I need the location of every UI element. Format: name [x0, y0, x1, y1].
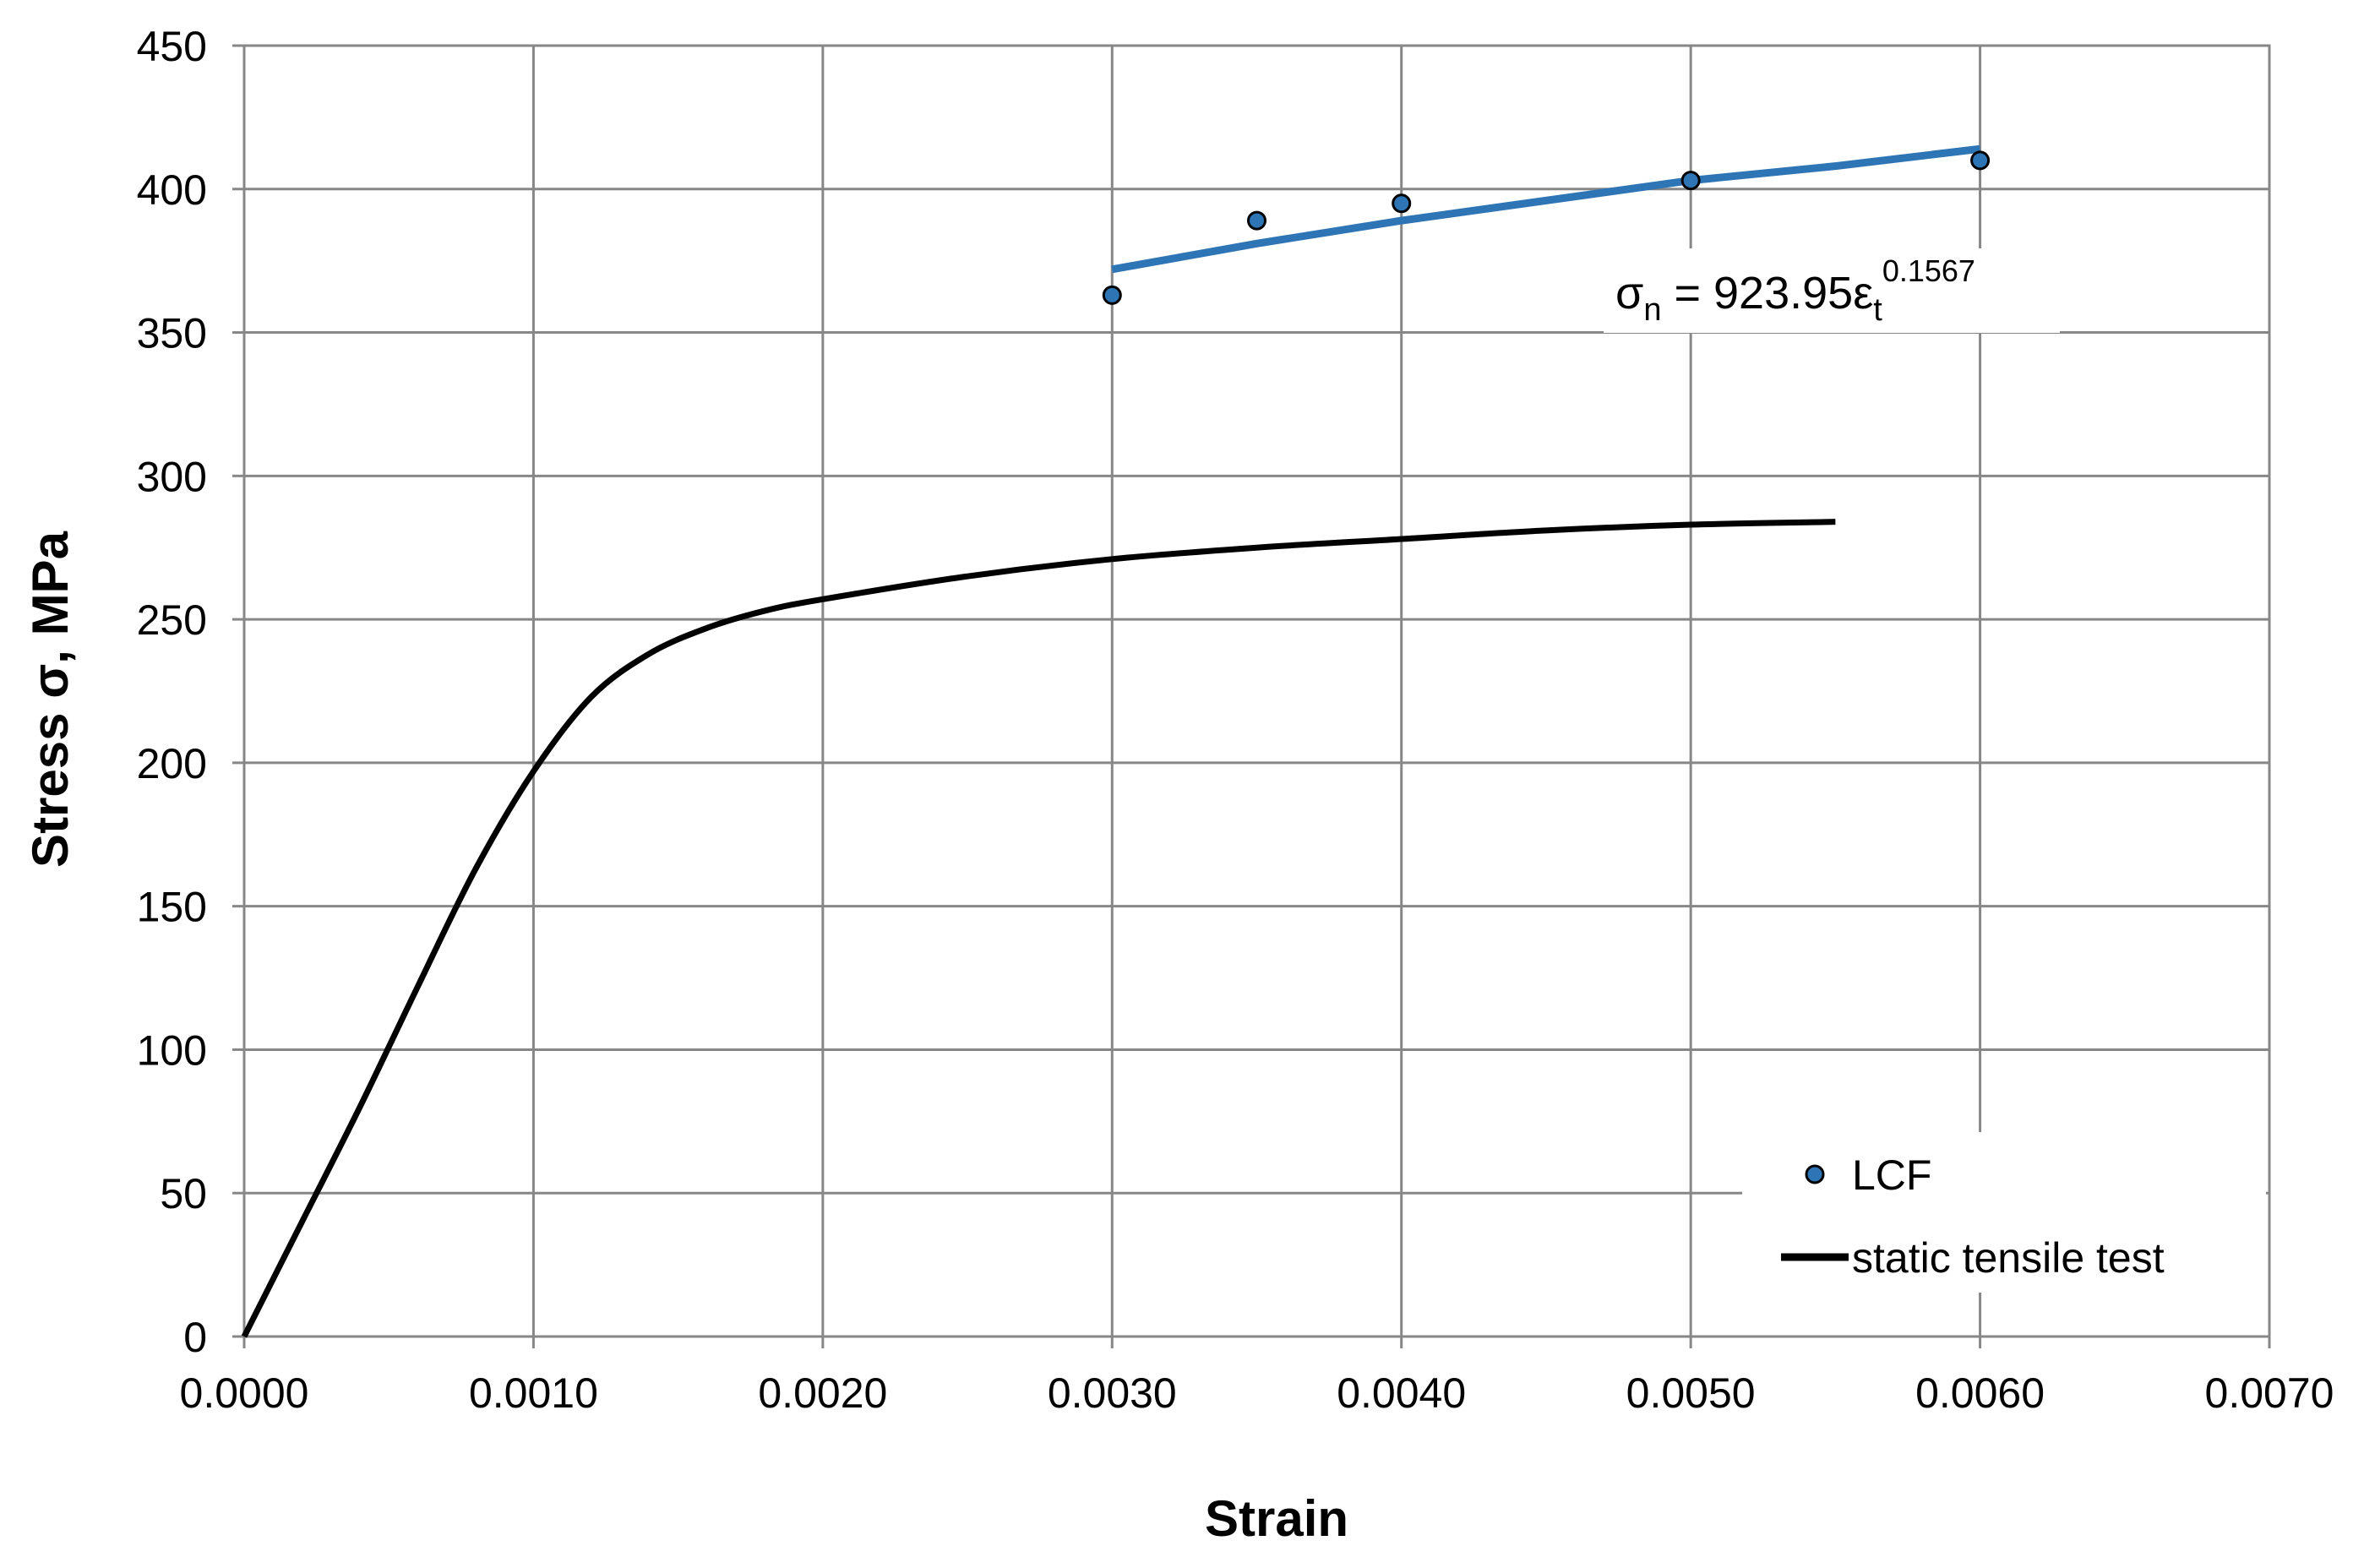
y-tick-label: 150 — [137, 884, 207, 931]
legend-background — [1742, 1132, 2266, 1293]
legend-lcf-marker — [1805, 1164, 1825, 1184]
y-tick-label: 300 — [137, 453, 207, 500]
x-tick-label: 0.0030 — [1048, 1369, 1177, 1417]
y-tick-label: 200 — [137, 740, 207, 787]
equation-epsilon: ε — [1853, 268, 1873, 318]
y-axis-title: Stress σ, MPa — [22, 531, 79, 868]
y-tick-labels: 0 50 100 150 200 250 300 350 400 450 — [137, 23, 207, 1361]
legend: LCF static tensile test — [1742, 1132, 2266, 1293]
equation-exponent: 0.1567 — [1882, 253, 1975, 288]
legend-lcf-label: LCF — [1852, 1152, 1931, 1199]
x-tick-label: 0.0050 — [1626, 1369, 1756, 1417]
equation-sigma-subscript: n — [1643, 292, 1661, 328]
lcf-data-point — [1247, 210, 1266, 231]
x-tick-labels: 0.0000 0.0010 0.0020 0.0030 0.0040 0.0050 0.00… — [180, 1369, 2334, 1417]
x-axis-title: Strain — [1205, 1490, 1348, 1547]
y-tick-label: 400 — [137, 166, 207, 214]
lcf-data-point — [1392, 193, 1412, 214]
y-tick-label: 350 — [137, 310, 207, 357]
series-trendline-lcf — [1111, 144, 1981, 274]
series-layer — [241, 144, 1991, 1338]
equation-background — [1604, 248, 2060, 333]
lcf-data-point — [1102, 285, 1122, 305]
equation-sigma: σ — [1615, 268, 1643, 318]
lcf-data-point — [1680, 171, 1701, 191]
equation-epsilon-subscript: t — [1873, 292, 1882, 328]
x-tick-label: 0.0000 — [180, 1369, 309, 1417]
x-tick-label: 0.0010 — [469, 1369, 598, 1417]
y-tick-label: 450 — [137, 23, 207, 70]
lcf-data-point — [1970, 150, 1991, 171]
y-tick-label: 100 — [137, 1026, 207, 1074]
y-tick-label: 0 — [183, 1314, 207, 1361]
equation-coefficient: = 923.95 — [1661, 268, 1853, 318]
x-tick-label: 0.0070 — [2205, 1369, 2334, 1417]
trendline-equation: σn = 923.95εt0.1567 — [1604, 248, 2060, 333]
y-tick-label: 250 — [137, 596, 207, 644]
x-tick-label: 0.0060 — [1915, 1369, 2045, 1417]
equation-text: σn = 923.95εt0.1567 — [1615, 253, 1975, 328]
plot-area-frame — [242, 44, 2271, 1338]
x-tick-label: 0.0020 — [758, 1369, 887, 1417]
series-line-static-tensile-test — [241, 519, 1836, 1338]
legend-static-label: static tensile test — [1852, 1234, 2165, 1282]
x-tick-label: 0.0040 — [1337, 1369, 1466, 1417]
y-tick-label: 50 — [160, 1170, 207, 1217]
